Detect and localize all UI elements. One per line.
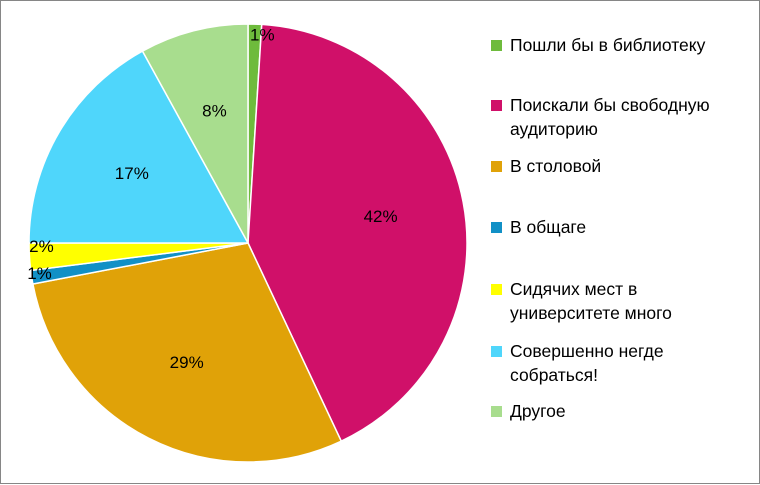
legend-label: Другое — [510, 401, 566, 421]
slice-label: 1% — [250, 26, 275, 45]
legend-label: Сидячих мест в университете много — [510, 279, 672, 323]
legend-swatch — [491, 100, 502, 111]
legend-label: Пошли бы в библиотеку — [510, 35, 706, 55]
legend-swatch — [491, 346, 502, 357]
slice-label: 17% — [115, 164, 149, 183]
pie-slice — [141, 23, 249, 244]
slice-label: 42% — [364, 207, 398, 226]
legend-swatch — [491, 222, 502, 233]
pie-slice — [32, 242, 343, 463]
legend-swatch — [491, 406, 502, 417]
legend-label: Совершенно негде собраться! — [510, 341, 664, 385]
legend-label: В общаге — [510, 217, 587, 237]
legend-swatch — [491, 161, 502, 172]
legend-swatch — [491, 40, 502, 51]
pie-slice — [28, 50, 250, 244]
pie-slice — [247, 23, 468, 443]
slice-label: 8% — [202, 102, 227, 121]
slice-label: 29% — [170, 353, 204, 372]
slice-label: 1% — [27, 264, 52, 283]
legend-label: В столовой — [510, 156, 602, 176]
legend-label: Поискали бы свободную аудиторию — [510, 95, 710, 139]
legend-swatch — [491, 284, 502, 295]
slice-label: 2% — [29, 237, 54, 256]
